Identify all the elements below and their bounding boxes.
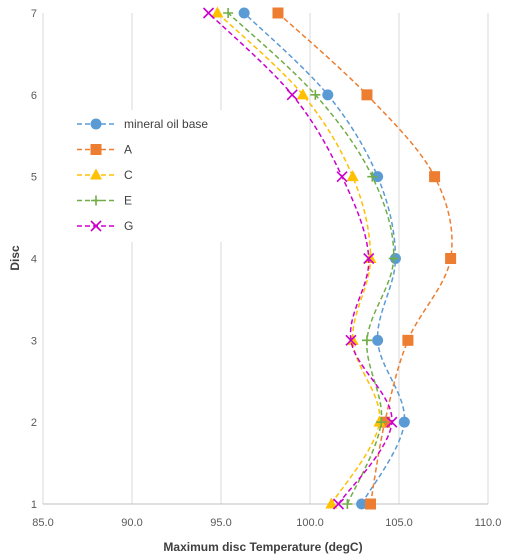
legend-item: E xyxy=(77,194,132,208)
legend-label: mineral oil base xyxy=(124,117,208,131)
legend-swatch-marker xyxy=(90,168,102,180)
series-4 xyxy=(202,7,398,510)
data-point xyxy=(398,416,410,428)
data-point xyxy=(388,253,399,264)
grid xyxy=(42,13,489,504)
series-line xyxy=(216,12,381,505)
legend-swatch-marker xyxy=(90,144,102,155)
legend-label: G xyxy=(124,219,133,233)
y-axis: 1 2 3 4 5 6 7 xyxy=(31,8,37,511)
data-point xyxy=(361,89,373,101)
series-2 xyxy=(211,6,386,509)
x-tick-label: 85.0 xyxy=(32,517,53,529)
data-point xyxy=(272,7,284,19)
legend-item: mineral oil base xyxy=(77,117,208,131)
data-point xyxy=(322,89,334,101)
y-tick-label: 3 xyxy=(31,335,37,347)
legend-item: C xyxy=(77,168,133,182)
series-1 xyxy=(272,7,457,510)
legend-label: E xyxy=(124,194,132,208)
data-point xyxy=(296,88,309,100)
data-point xyxy=(310,89,321,100)
legend-item: G xyxy=(77,219,133,233)
data-point xyxy=(363,252,375,265)
y-tick-label: 5 xyxy=(31,172,37,184)
x-tick-label: 95.0 xyxy=(210,517,231,529)
data-point xyxy=(211,6,224,18)
y-tick-label: 2 xyxy=(31,417,37,429)
data-point xyxy=(367,171,378,182)
data-point xyxy=(386,416,398,428)
x-tick-label: 90.0 xyxy=(121,517,142,529)
series-line xyxy=(208,12,393,505)
legend-swatch-marker xyxy=(90,220,102,232)
series-layer xyxy=(202,6,457,510)
y-tick-label: 6 xyxy=(31,90,37,102)
x-tick-label: 105.0 xyxy=(385,517,413,529)
x-tick-label: 110.0 xyxy=(475,517,502,529)
data-point xyxy=(336,171,348,183)
data-point xyxy=(332,498,345,510)
legend-item: A xyxy=(77,143,132,157)
data-point xyxy=(223,8,234,18)
data-point xyxy=(372,334,384,346)
y-tick-label: 4 xyxy=(31,254,37,266)
legend-label: A xyxy=(124,143,132,157)
series-line xyxy=(277,12,453,505)
data-point xyxy=(202,7,215,19)
x-axis: 85.0 90.0 95.0 100.0 105.0 110.0 xyxy=(32,503,502,529)
data-point xyxy=(376,417,387,428)
series-0 xyxy=(238,7,410,510)
data-point xyxy=(429,171,441,183)
data-point xyxy=(345,334,357,346)
data-point xyxy=(346,170,359,182)
x-axis-title: Maximum disc Temperature (degC) xyxy=(163,540,362,554)
y-tick-label: 1 xyxy=(31,499,37,511)
data-point xyxy=(238,7,250,19)
legend-label: C xyxy=(124,168,133,182)
data-point xyxy=(356,498,368,510)
data-point xyxy=(373,415,386,427)
data-point xyxy=(286,89,298,101)
legend-swatch-marker xyxy=(90,118,102,130)
data-point xyxy=(361,335,372,346)
data-point xyxy=(402,334,414,346)
data-point xyxy=(325,497,338,509)
data-point xyxy=(365,498,377,510)
legend-swatch-marker xyxy=(91,195,101,206)
data-point xyxy=(342,499,353,509)
x-tick-label: 100.0 xyxy=(296,517,324,529)
series-3 xyxy=(223,8,399,509)
y-axis-title: Disc xyxy=(8,245,22,271)
y-tick-label: 7 xyxy=(31,8,37,20)
data-point xyxy=(445,253,457,264)
data-point xyxy=(372,171,384,183)
